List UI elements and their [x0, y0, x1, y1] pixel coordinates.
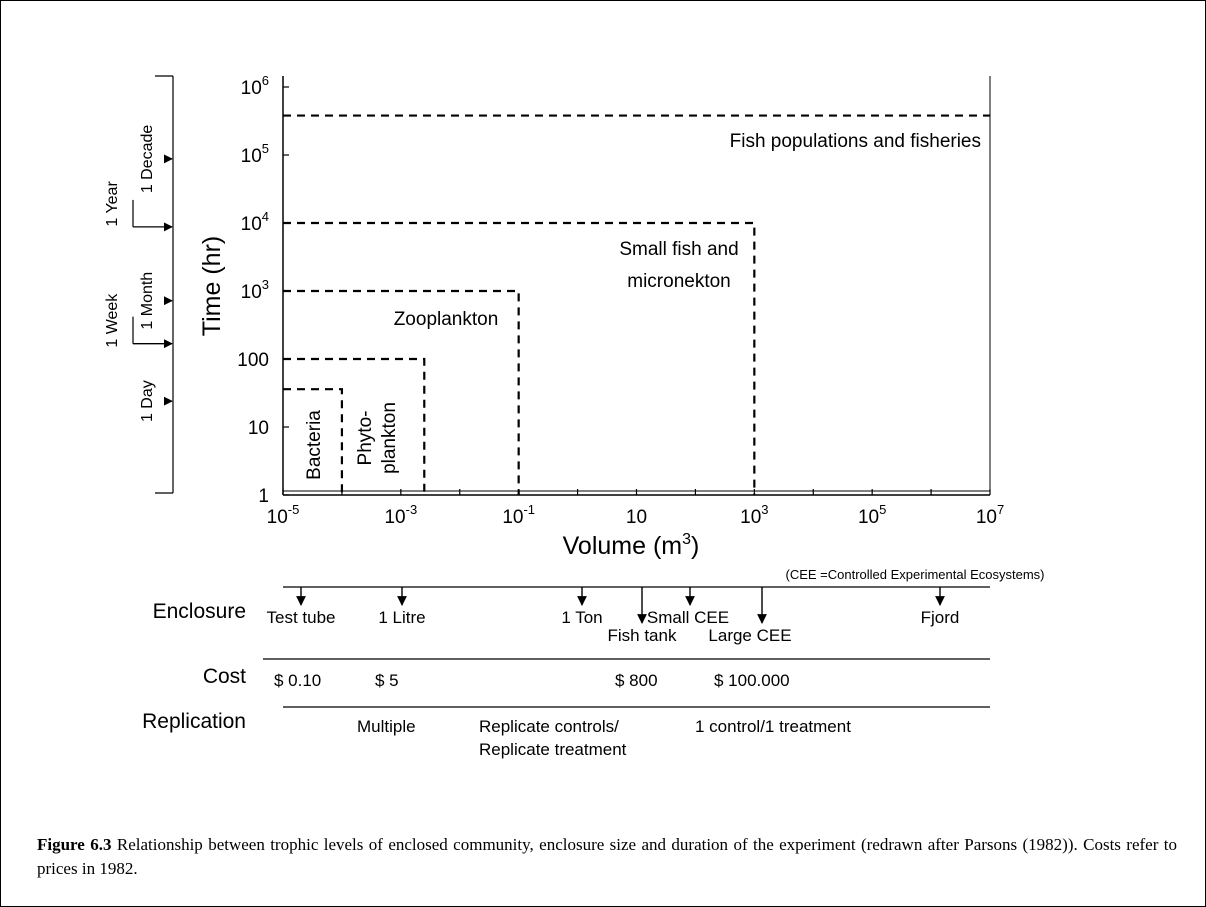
- phyto-label-line1: Phyto-: [355, 411, 376, 466]
- region-small-fish-and-micronekton: [283, 221, 756, 495]
- bacteria-label: Bacteria: [304, 410, 325, 480]
- y-tick-label-4: 104: [241, 209, 269, 235]
- x-axis-title: Volume (m3): [563, 531, 700, 560]
- time-label-1: 1 Week: [104, 293, 121, 348]
- small-fish-label-line2: micronekton: [627, 271, 731, 292]
- enclosure-label-4: Small CEE: [647, 608, 729, 627]
- replication-row-label: Replication: [142, 710, 246, 733]
- time-label-2: 1 Month: [139, 272, 156, 330]
- enclosure-label-6: Fjord: [921, 608, 960, 627]
- replication-2: Replicate treatment: [479, 740, 627, 759]
- figure-caption: Figure 6.3 Relationship between trophic …: [37, 833, 1177, 881]
- region-phyto-plankton: [283, 357, 426, 495]
- x-tick-label-5: 105: [858, 502, 886, 528]
- enclosure-label-2: 1 Ton: [561, 608, 602, 627]
- enclosure-label-1: 1 Litre: [378, 608, 425, 627]
- region-bacteria: [283, 388, 344, 495]
- y-tick-label-6: 106: [241, 73, 269, 99]
- cost-row-label: Cost: [203, 665, 246, 688]
- x-tick-label-6: 107: [976, 502, 1004, 528]
- x-tick-label-4: 103: [740, 502, 768, 528]
- time-scale-bracket: [155, 75, 174, 494]
- enclosure-row-label: Enclosure: [153, 600, 246, 623]
- cost-2: $ 800: [615, 671, 658, 690]
- replication-0: Multiple: [357, 717, 416, 736]
- enclosure-label-3: Fish tank: [608, 626, 677, 645]
- cost-1: $ 5: [375, 671, 399, 690]
- trophic-regions: [283, 114, 990, 495]
- y-tick-label-1: 10: [248, 418, 269, 439]
- y-axis-title: Time (hr): [198, 236, 226, 336]
- x-tick-label-0: 10-5: [267, 502, 300, 528]
- region-zooplankton: [283, 289, 520, 495]
- x-tick-label-2: 10-1: [502, 502, 535, 528]
- replication-1: Replicate controls/: [479, 717, 619, 736]
- enclosure-label-0: Test tube: [267, 608, 336, 627]
- cost-3: $ 100.000: [714, 671, 790, 690]
- time-scale-items: 1 Day 1 Week 1 Month 1 Year 1 Decade: [104, 125, 173, 422]
- replication-3: 1 control/1 treatment: [695, 717, 851, 736]
- time-label-0: 1 Day: [139, 380, 156, 422]
- enclosure-label-5: Large CEE: [708, 626, 791, 645]
- y-tick-label-2: 100: [237, 350, 269, 371]
- time-label-4: 1 Decade: [139, 125, 156, 194]
- cost-0: $ 0.10: [274, 671, 321, 690]
- y-ticks: 1 10 100 103 104 105 106: [237, 73, 289, 507]
- caption-label: Figure 6.3: [37, 835, 112, 854]
- y-tick-label-3: 103: [241, 277, 269, 303]
- small-fish-label-line1: Small fish and: [619, 239, 738, 260]
- time-label-3: 1 Year: [104, 181, 121, 227]
- y-tick-label-0: 1: [258, 486, 269, 507]
- cee-note: (CEE =Controlled Experimental Ecosystems…: [785, 567, 1044, 582]
- fish-populations-label: Fish populations and fisheries: [730, 131, 981, 152]
- phyto-label-line2: plankton: [379, 402, 400, 474]
- y-tick-label-5: 105: [241, 141, 269, 167]
- caption-text: Relationship between trophic levels of e…: [37, 835, 1177, 878]
- x-tick-label-1: 10-3: [384, 502, 417, 528]
- zooplankton-label: Zooplankton: [394, 309, 499, 330]
- x-tick-label-3: 10: [626, 507, 647, 528]
